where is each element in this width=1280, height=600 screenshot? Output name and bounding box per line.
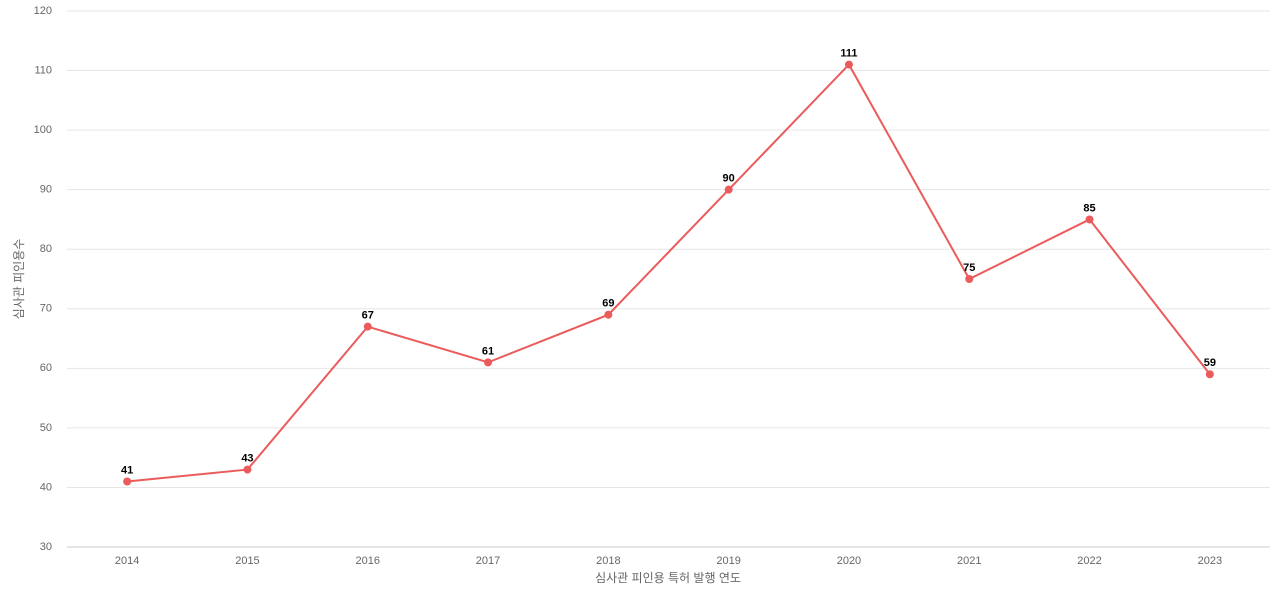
value-label: 41: [121, 464, 133, 476]
point: [844, 60, 853, 69]
y-tick-label: 60: [40, 362, 52, 374]
x-tick-label: 2016: [356, 555, 380, 567]
y-tick-label: 110: [34, 64, 52, 76]
value-label: 43: [241, 452, 253, 464]
x-tick-label: 2020: [837, 555, 861, 567]
point: [724, 185, 733, 194]
y-tick-label: 120: [34, 5, 52, 17]
point: [243, 465, 252, 474]
x-axis-label: 심사관 피인용 특허 발행 연도: [595, 570, 741, 585]
value-label: 85: [1083, 202, 1095, 214]
value-label: 69: [602, 298, 614, 310]
point: [1085, 215, 1094, 224]
point: [484, 358, 493, 367]
line: [127, 62, 1211, 483]
point: [1205, 370, 1214, 379]
y-tick-label: 50: [40, 422, 52, 434]
x-tick-label: 2015: [235, 555, 259, 567]
value-label: 90: [723, 173, 735, 185]
point: [965, 275, 974, 283]
x-tick-label: 2023: [1198, 555, 1222, 567]
value-label: 61: [482, 345, 494, 357]
y-axis-label: 심사관 피인용수: [12, 239, 26, 320]
y-tick-label: 40: [40, 481, 52, 493]
point: [363, 322, 372, 331]
y-tick-label: 100: [34, 124, 52, 136]
x-tick-label: 2018: [596, 555, 620, 567]
value-label: 75: [963, 262, 975, 274]
value-label: 59: [1204, 357, 1216, 369]
value-label: 67: [362, 310, 374, 322]
x-tick-label: 2017: [476, 555, 500, 567]
point: [604, 310, 613, 319]
value-label: 111: [840, 48, 857, 60]
y-tick-label: 30: [40, 541, 52, 553]
point: [123, 477, 132, 486]
y-tick-label: 90: [40, 184, 52, 196]
y-tick-label: 80: [40, 243, 52, 255]
x-tick-label: 2021: [957, 555, 981, 567]
y-tick-label: 70: [40, 303, 52, 315]
x-tick-label: 2022: [1077, 555, 1101, 567]
x-tick-label: 2014: [115, 555, 139, 567]
x-tick-label: 2019: [716, 555, 740, 567]
